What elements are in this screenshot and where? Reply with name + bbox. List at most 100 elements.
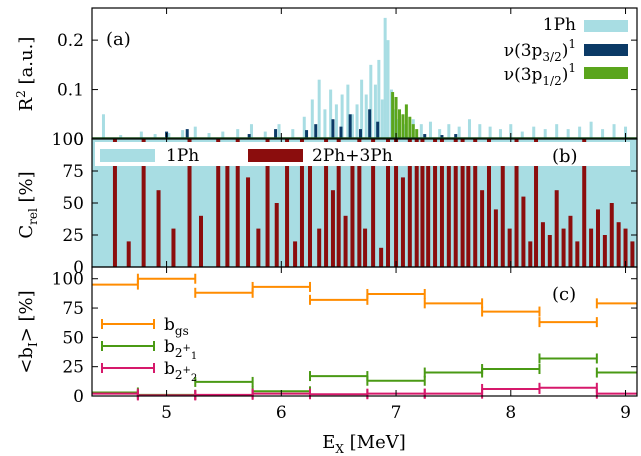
- bar-b-multi: [141, 139, 146, 267]
- bar-a-series-0: [380, 99, 384, 139]
- legend-c-b21: b2+1: [101, 337, 197, 362]
- bar-a-series-0: [428, 121, 432, 139]
- bar-a-series-0: [377, 59, 381, 140]
- legend-c-b22-main: b: [164, 359, 175, 379]
- bar-a-series-0: [457, 126, 461, 139]
- bar-a-series-0: [386, 40, 390, 139]
- bar-b-multi: [394, 139, 399, 267]
- legend-c-b21-main: b: [164, 337, 175, 357]
- legend-a-p32-main: ν(3p: [504, 41, 543, 61]
- panel-a: 00.10.2 (a) R2 [a.u.] 1Ph ν(3p3/2)1 ν(3p…: [14, 7, 638, 150]
- legend-a-p12-main: ν(3p: [504, 65, 543, 85]
- bar-b-multi: [460, 139, 465, 267]
- panel-c-ylabel-unit: [%]: [16, 290, 37, 327]
- bar-a-series-0: [277, 124, 281, 139]
- bar-a-series-1: [348, 114, 352, 139]
- legend-c-b21-subsup: +: [183, 343, 191, 354]
- y-tick-label: 0: [73, 258, 84, 278]
- bar-a-series-0: [193, 126, 197, 139]
- y-tick-label: 0: [73, 130, 84, 150]
- bar-b-multi: [285, 139, 290, 267]
- y-tick-label: 75: [62, 299, 84, 319]
- bar-a-series-0: [249, 124, 253, 139]
- bar-b-multi: [371, 139, 376, 267]
- bar-b-multi: [554, 190, 559, 267]
- bar-a-series-0: [478, 124, 482, 139]
- bar-a-series-2: [397, 109, 401, 139]
- panel-c-frame: [91, 266, 638, 397]
- bar-a-series-1: [358, 129, 362, 139]
- bar-b-multi: [473, 139, 478, 267]
- legend-b-multi-swatch: [248, 149, 303, 162]
- xlabel-sub: X: [335, 442, 344, 456]
- panel-b-y-ticks: 0 25 50 75 100: [52, 130, 637, 278]
- bar-a-series-0: [181, 130, 185, 139]
- legend-a-p32-sub: 3/2: [542, 50, 561, 64]
- bar-b-multi: [357, 139, 362, 267]
- bar-b-multi: [299, 139, 304, 267]
- y-tick-label: 25: [62, 358, 84, 378]
- panel-b-y-axis-label: Crel [%]: [16, 171, 40, 238]
- xlabel-unit: [MeV]: [344, 432, 406, 453]
- legend-c-bgs-main: b: [164, 315, 175, 335]
- bar-a-series-0: [578, 126, 582, 139]
- bar-a-series-2: [394, 96, 398, 139]
- legend-c-b22-subsub: 2: [191, 373, 197, 384]
- bar-a-series-0: [589, 121, 593, 139]
- legend-a-p32-sup: 1: [568, 37, 576, 51]
- bar-b-multi: [112, 139, 117, 267]
- bar-b-multi: [171, 228, 176, 267]
- y-tick-label: 25: [62, 226, 84, 246]
- bar-a-series-0: [101, 114, 105, 139]
- y-tick-label: 50: [62, 194, 84, 214]
- bar-b-multi: [343, 215, 348, 267]
- bar-b-multi: [568, 215, 573, 267]
- panel-b-label: (b): [552, 146, 578, 167]
- bar-b-multi: [630, 241, 635, 267]
- panel-a-x-ticks: [166, 8, 627, 139]
- legend-a-1ph-label: 1Ph: [543, 15, 576, 35]
- bar-b-multi: [420, 139, 425, 267]
- legend-a-p12-sup: 1: [568, 61, 576, 75]
- legend-a-p32-close: ): [562, 41, 569, 61]
- panel-a-ylabel-main: R: [16, 97, 37, 111]
- bar-a-series-0: [612, 124, 616, 139]
- bar-a-series-0: [543, 129, 547, 139]
- legend-c-b22-sub: 2: [175, 368, 183, 382]
- bar-b-multi: [589, 228, 594, 267]
- bar-b-multi: [446, 164, 451, 267]
- bar-a-series-1: [376, 121, 380, 139]
- bar-b-multi: [407, 139, 412, 267]
- panel-b-ylabel-sub: rel: [26, 208, 40, 225]
- bar-b-multi: [493, 209, 498, 267]
- bar-b-multi: [609, 203, 614, 267]
- legend-c-b21-subsub: 1: [191, 351, 197, 362]
- bar-a-series-0: [447, 124, 451, 139]
- bar-b-multi: [616, 222, 621, 267]
- bar-a-series-1: [331, 119, 335, 139]
- bar-b-multi: [199, 215, 203, 267]
- panel-c-series: [92, 273, 637, 401]
- bar-a-series-1: [305, 130, 309, 139]
- bar-b-multi: [575, 241, 580, 267]
- bar-b-multi: [324, 139, 329, 267]
- bar-a-series-2: [415, 129, 419, 139]
- x-axis-label: EX [MeV]: [322, 432, 406, 456]
- bar-b-multi: [582, 139, 587, 267]
- bar-b-multi: [386, 139, 391, 267]
- bar-a-series-0: [139, 131, 143, 139]
- bar-a-series-0: [601, 129, 605, 139]
- bar-a-series-1: [185, 129, 189, 139]
- bar-a-series-0: [302, 116, 306, 139]
- panel-a-legend: 1Ph ν(3p3/2)1 ν(3p1/2)1: [504, 15, 628, 88]
- bar-b-multi: [439, 139, 444, 267]
- bar-b-multi: [308, 164, 312, 267]
- bar-a-series-0: [383, 17, 387, 139]
- bar-a-series-0: [263, 131, 267, 139]
- legend-a-p12-swatch: [584, 67, 628, 79]
- bar-a-series-0: [438, 129, 442, 139]
- bar-a-series-0: [488, 126, 492, 139]
- panel-a-bars: [92, 17, 637, 140]
- bar-a-series-0: [419, 124, 423, 139]
- legend-a-p32-label: ν(3p3/2)1: [504, 37, 576, 64]
